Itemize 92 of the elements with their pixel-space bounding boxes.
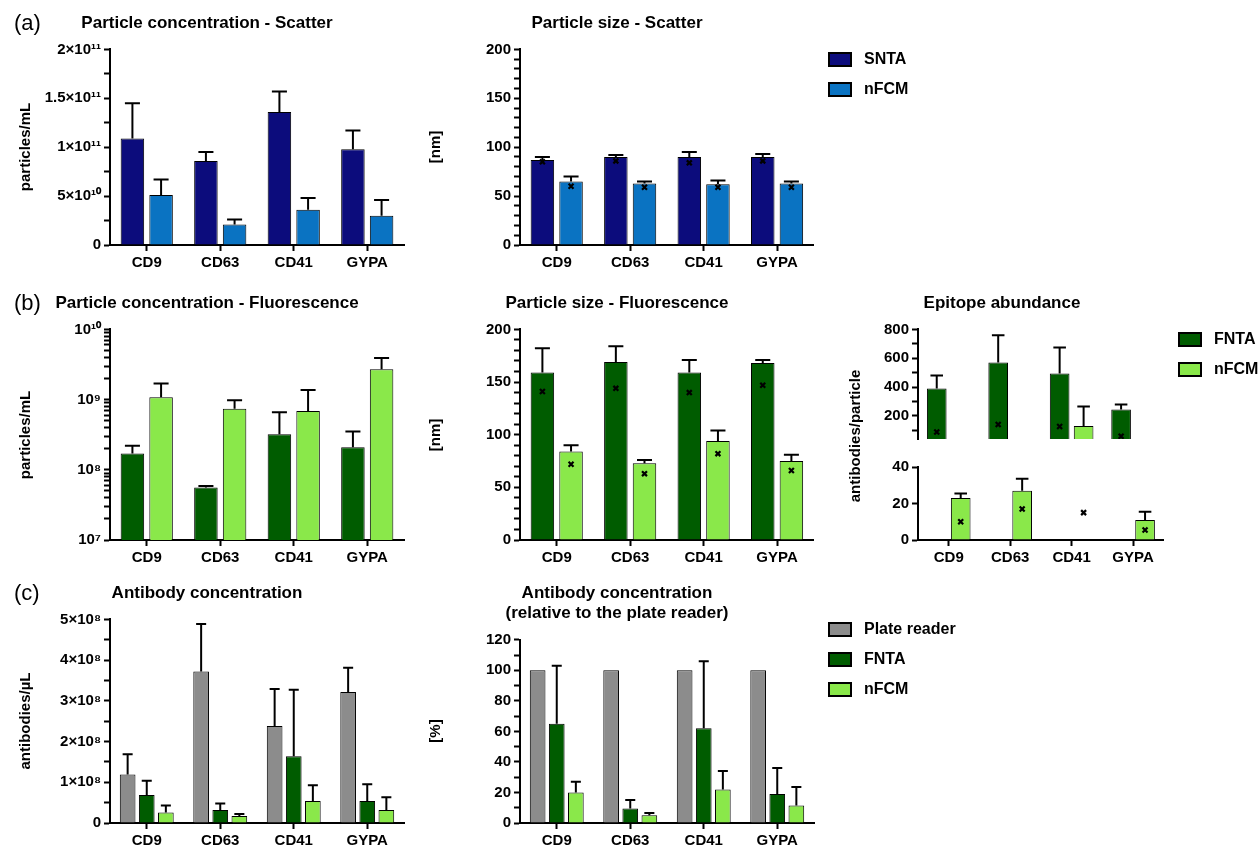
y-tick-label: 1.5×10¹¹ [44,88,101,106]
x-tick-label: GYPA [1112,548,1154,566]
x-tick-label: CD41 [684,831,723,849]
legend-label: nFCM [864,680,909,698]
x-tick-label: GYPA [346,253,389,271]
y-tick-label: 2×10¹¹ [57,39,101,57]
y-tick-label: 2×10⁸ [60,731,101,749]
y-tick-label: 400 [883,377,909,395]
y-tick-label: 40 [494,752,511,770]
x-tick-label: CD63 [201,831,240,849]
x-tick-label: CD41 [274,831,313,849]
y-tick-label: 0 [502,530,511,548]
y-tick-label: 0 [502,235,511,253]
y-tick-label: 0 [900,530,909,548]
y-tick-label: 0 [92,235,101,253]
y-tick-label: 0 [502,813,511,831]
y-axis-title: [nm] [425,130,443,164]
chart-title: Particle size - Fluorescence [505,292,729,312]
x-tick-label: CD41 [684,253,723,271]
y-tick-label: 1×10¹¹ [57,137,101,155]
y-tick-label: 800 [883,319,909,337]
chart-title: Antibody concentration (relative to the plate reader) [505,582,729,623]
y-tick-label: 0 [92,813,101,831]
x-tick-label: GYPA [756,253,798,271]
x-tick-label: CD63 [611,548,650,566]
x-tick-label: GYPA [756,548,798,566]
x-tick-label: CD9 [131,548,162,566]
x-tick-label: CD63 [991,548,1030,566]
x-tick-label: GYPA [756,831,799,849]
y-tick-label: 600 [883,348,909,366]
y-tick-label: 10⁸ [77,459,101,477]
chart-title: Particle concentration - Scatter [81,12,334,32]
y-tick-label: 200 [485,319,511,337]
chart-title: Antibody concentration [111,582,303,602]
x-tick-label: CD63 [201,253,240,271]
y-tick-label: 120 [485,629,511,647]
y-axis-title: [%] [425,719,443,744]
y-axis-title: particles/mL [15,390,33,479]
y-tick-label: 150 [485,372,511,390]
legend-label: nFCM [1214,360,1259,378]
y-tick-label: 10⁷ [78,530,101,548]
x-tick-label: CD9 [541,831,572,849]
chart-title: Epitope abundance [923,292,1081,312]
y-tick-label: 100 [485,660,511,678]
y-tick-label: 1×10⁸ [60,772,101,790]
x-tick-label: GYPA [346,831,389,849]
x-tick-label: CD9 [131,831,162,849]
y-tick-label: 4×10⁸ [60,650,101,668]
x-tick-label: CD41 [274,548,313,566]
y-tick-label: 50 [494,477,511,495]
text: (c) [14,580,40,606]
y-tick-label: 100 [485,137,511,155]
x-tick-label: GYPA [346,548,389,566]
x-tick-label: CD9 [131,253,162,271]
legend-label: FNTA [864,650,906,668]
point [957,518,965,526]
y-tick-label: 100 [485,424,511,442]
y-tick-label: 10⁹ [77,389,101,407]
legend-label: Plate reader [864,620,956,638]
y-tick-label: 20 [892,493,909,511]
chart-title: Particle concentration - Fluorescence [55,292,359,312]
text: (a) [14,10,41,36]
y-axis-title: particles/mL [15,103,33,192]
x-tick-label: CD9 [541,253,572,271]
y-axis-title: antibodies/particle [845,369,863,503]
y-tick-label: 5×10¹⁰ [57,186,102,204]
x-tick-label: CD63 [201,548,240,566]
y-tick-label: 3×10⁸ [60,690,101,708]
y-tick-label: 10¹⁰ [74,319,102,337]
x-tick-label: CD63 [611,831,650,849]
x-tick-label: CD41 [274,253,313,271]
x-tick-label: CD41 [1052,548,1091,566]
y-axis-title: antibodies/µL [15,672,33,770]
x-tick-label: CD9 [541,548,572,566]
y-tick-label: 50 [494,186,511,204]
x-tick-label: CD9 [933,548,964,566]
y-tick-label: 80 [494,691,511,709]
legend-label: SNTA [864,50,907,68]
y-axis-title: [nm] [425,418,443,451]
y-tick-label: 200 [883,406,909,424]
x-tick-label: CD63 [611,253,650,271]
y-tick-label: 40 [892,457,909,475]
y-tick-label: 60 [494,721,511,739]
chart-title: Particle size - Scatter [531,12,703,32]
y-tick-label: 20 [494,782,511,800]
y-tick-label: 5×10⁸ [60,609,101,627]
y-tick-label: 200 [485,39,511,57]
x-tick-label: CD41 [684,548,723,566]
legend-label: nFCM [864,80,909,98]
legend-label: FNTA [1214,330,1256,348]
y-tick-label: 150 [485,88,511,106]
text: (b) [14,290,41,316]
